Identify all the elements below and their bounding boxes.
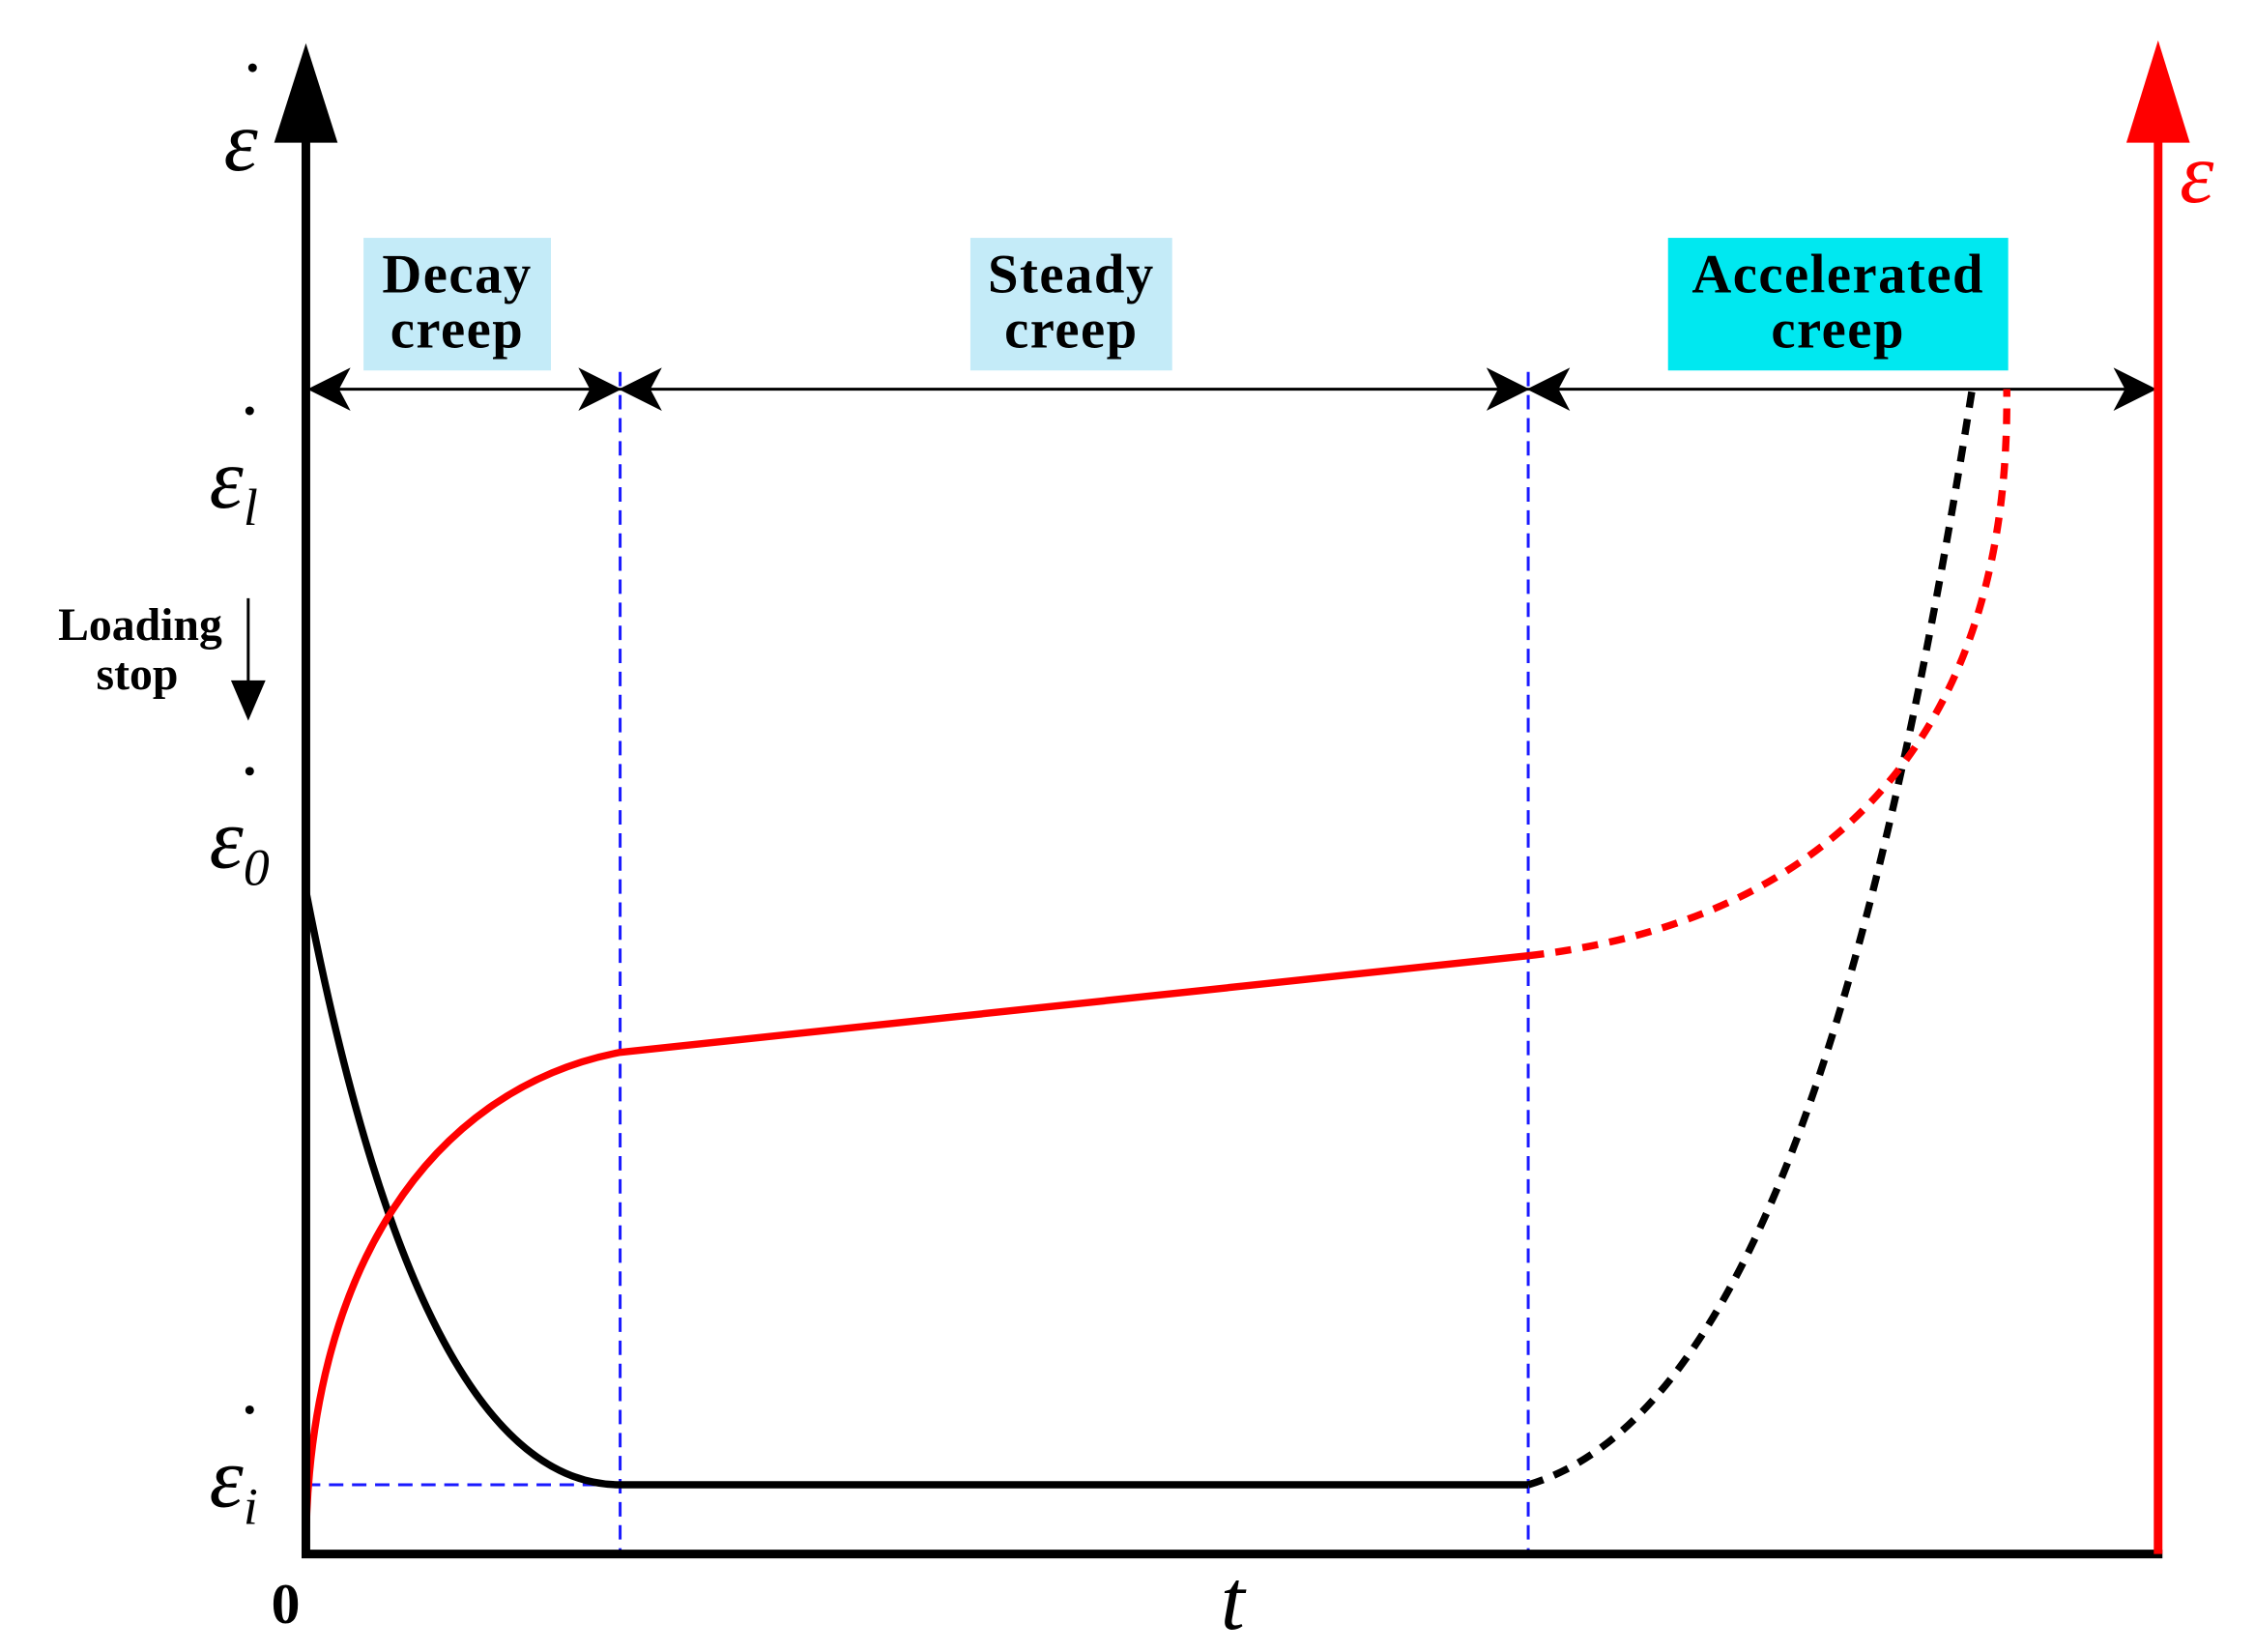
annotation: stop [97,649,179,700]
origin-label: 0 [272,1572,301,1636]
annotation-arrowhead [230,680,266,721]
x-axis-label: t [1221,1552,1247,1648]
strain-rate-curve-dashed [1526,389,1977,1489]
rate-dot [245,1405,254,1414]
stage-label: Steady [988,246,1155,305]
rate-dot [247,63,257,72]
left-axis-arrow [274,43,338,143]
stage-label: Accelerated [1691,246,1984,305]
annotation: Loading [58,599,222,651]
strain-curve [302,952,1529,1554]
level-label: ε0 [210,792,270,897]
guides [305,371,1530,1554]
stage-label: Decay [382,246,532,305]
left-axis-label: ε [223,94,258,189]
level-label: εi [210,1430,258,1535]
stage-box [969,238,1172,371]
stage-label: creep [1004,300,1139,360]
stage-box [1667,238,2009,371]
strain-rate-curve [302,889,1529,1489]
right-axis-label: ε [2180,126,2214,221]
right-axis-arrow [2125,40,2190,143]
stage-box [363,238,551,371]
stage-label: creep [390,300,525,360]
rate-dot [245,767,254,776]
strain-curve-dashed [1527,389,2010,960]
level-label: εl [210,431,258,536]
rate-dot [245,406,254,416]
stage-label: creep [1771,300,1905,360]
